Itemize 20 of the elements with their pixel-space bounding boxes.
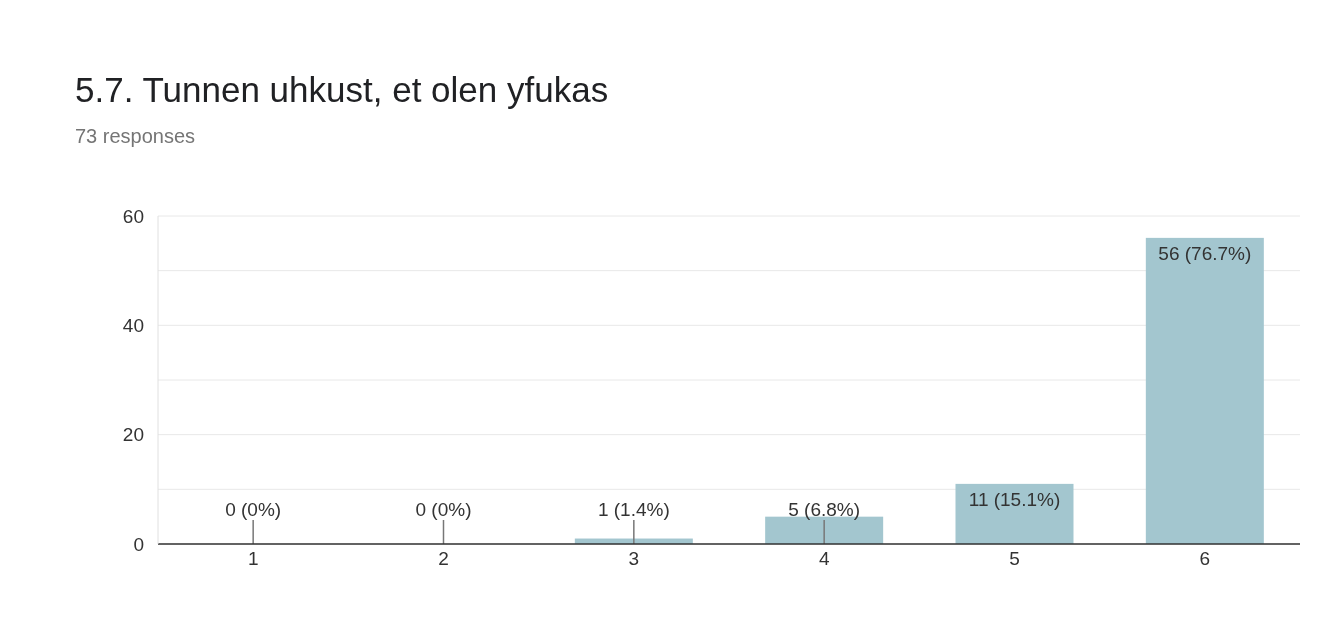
x-tick-label: 3 xyxy=(628,548,640,570)
bar xyxy=(955,483,1074,544)
x-tick-label: 2 xyxy=(438,548,449,570)
data-label: 0 (0%) xyxy=(415,499,472,520)
y-tick-label: 40 xyxy=(122,315,144,337)
y-tick-label: 0 xyxy=(133,533,144,555)
data-label: 56 (76.7%) xyxy=(1158,242,1252,264)
y-tick-label: 20 xyxy=(122,424,144,446)
data-label: 0 (0%) xyxy=(225,499,282,520)
bar xyxy=(1145,237,1264,544)
data-label: 11 (15.1%) xyxy=(968,488,1061,510)
data-label: 5 (6.8%) xyxy=(788,499,861,520)
x-tick-label: 4 xyxy=(818,548,830,570)
y-tick-label: 60 xyxy=(122,205,144,227)
chart-subtitle: 73 responses xyxy=(75,125,196,148)
x-tick-label: 5 xyxy=(1009,548,1020,570)
x-tick-label: 1 xyxy=(247,548,259,570)
x-tick-label: 6 xyxy=(1199,548,1211,570)
data-label: 1 (1.4%) xyxy=(597,499,670,520)
chart-title: 5.7. Tunnen uhkust, et olen yfukas xyxy=(75,70,609,110)
